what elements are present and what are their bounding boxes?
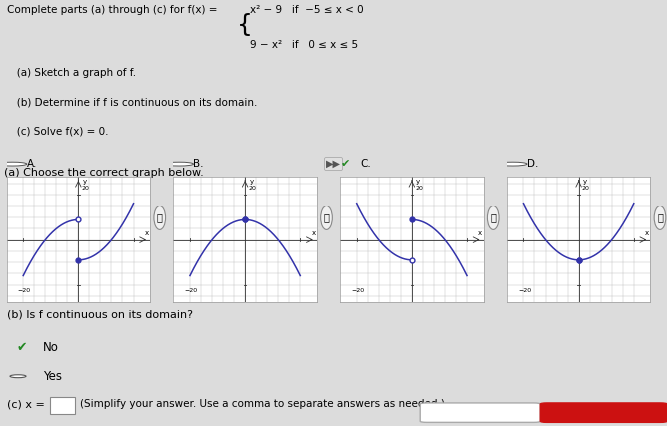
Text: 🔍: 🔍 [157, 213, 163, 222]
Circle shape [0, 162, 27, 166]
Circle shape [321, 206, 332, 230]
Text: x: x [645, 230, 649, 236]
Text: 20: 20 [81, 187, 89, 191]
Text: (Simplify your answer. Use a comma to separate answers as needed.): (Simplify your answer. Use a comma to se… [80, 399, 445, 409]
Text: Yes: Yes [43, 370, 62, 383]
Text: (a) Sketch a graph of f.: (a) Sketch a graph of f. [7, 68, 136, 78]
Circle shape [654, 206, 666, 230]
Text: (b) Is f continuous on its domain?: (b) Is f continuous on its domain? [7, 309, 193, 320]
Text: A.: A. [27, 159, 37, 169]
FancyBboxPatch shape [420, 403, 540, 422]
Text: x: x [311, 230, 315, 236]
Text: 🔍: 🔍 [490, 213, 496, 222]
Text: −20: −20 [185, 288, 197, 294]
Text: x: x [478, 230, 482, 236]
Text: y: y [583, 179, 587, 185]
Text: Complete parts (a) through (c) for f(x) =: Complete parts (a) through (c) for f(x) … [7, 5, 217, 15]
Text: 9 − x²   if   0 ≤ x ≤ 5: 9 − x² if 0 ≤ x ≤ 5 [250, 40, 358, 50]
Text: 3: 3 [59, 400, 66, 410]
Text: x: x [145, 230, 149, 236]
FancyBboxPatch shape [50, 397, 75, 414]
Circle shape [10, 375, 26, 378]
Text: ✔: ✔ [17, 340, 27, 354]
Text: ▶▶: ▶▶ [326, 159, 341, 169]
Text: y: y [416, 179, 420, 185]
Text: 20: 20 [582, 187, 590, 191]
Circle shape [488, 206, 499, 230]
Text: ✔: ✔ [342, 159, 351, 169]
Text: B.: B. [193, 159, 204, 169]
Text: (c) x =: (c) x = [7, 399, 45, 409]
Text: 20: 20 [415, 187, 423, 191]
Text: 🔍: 🔍 [323, 213, 329, 222]
Text: 🔍: 🔍 [657, 213, 663, 222]
Text: (a) Choose the correct graph below.: (a) Choose the correct graph below. [4, 167, 203, 178]
Text: {: { [237, 13, 253, 37]
Circle shape [165, 162, 193, 166]
Circle shape [154, 206, 165, 230]
Text: y: y [83, 179, 87, 185]
Circle shape [498, 162, 527, 166]
Text: −20: −20 [518, 288, 531, 294]
Text: −20: −20 [352, 288, 364, 294]
Text: No: No [43, 340, 59, 354]
Text: x² − 9   if  −5 ≤ x < 0: x² − 9 if −5 ≤ x < 0 [250, 5, 364, 15]
Text: Clear all: Clear all [458, 408, 503, 417]
Text: C.: C. [360, 159, 371, 169]
Text: y: y [249, 179, 253, 185]
Text: (c) Solve f(x) = 0.: (c) Solve f(x) = 0. [7, 126, 108, 136]
Text: 20: 20 [248, 187, 256, 191]
Text: D.: D. [527, 159, 538, 169]
FancyBboxPatch shape [540, 403, 667, 422]
Text: −20: −20 [18, 288, 31, 294]
Text: Check answer: Check answer [560, 408, 647, 417]
Text: (b) Determine if f is continuous on its domain.: (b) Determine if f is continuous on its … [7, 97, 257, 107]
